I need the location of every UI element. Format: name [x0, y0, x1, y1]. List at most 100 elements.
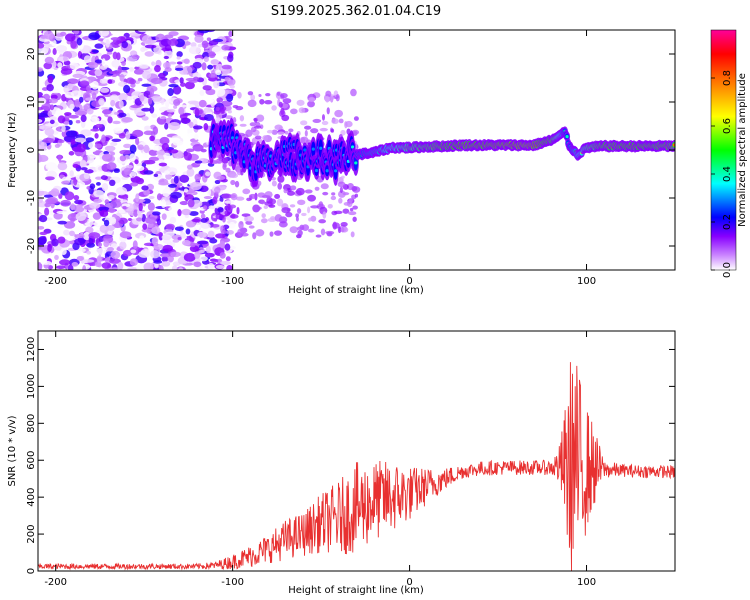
ridge-core [672, 143, 675, 147]
noise-blob [198, 109, 203, 115]
noise-blob [193, 261, 202, 268]
scatter-blob [340, 221, 348, 227]
noise-blob [94, 43, 104, 49]
noise-blob [98, 206, 110, 212]
noise-blob [141, 83, 152, 87]
ridge-core [314, 168, 319, 173]
y-tick-label: 800 [26, 414, 37, 433]
noise-blob [38, 262, 43, 270]
noise-blob [150, 77, 163, 85]
scatter-blob [239, 123, 247, 127]
noise-blob [47, 110, 52, 117]
noise-blob [142, 198, 151, 204]
colorbar-tick-label: 0.0 [722, 262, 733, 278]
noise-blob [118, 93, 129, 102]
noise-blob [187, 100, 200, 105]
scatter-blob [226, 230, 234, 235]
noise-blob [73, 30, 80, 35]
noise-blob [97, 38, 105, 42]
noise-blob [208, 76, 218, 82]
noise-blob [109, 258, 121, 264]
scatter-blob [289, 185, 297, 191]
noise-blob [107, 247, 114, 252]
scatter-blob [304, 125, 312, 130]
noise-blob [109, 216, 117, 225]
noise-blob [72, 163, 79, 168]
scatter-blob [232, 104, 239, 109]
noise-blob [176, 51, 183, 58]
noise-blob [177, 104, 188, 108]
scatter-blob [318, 201, 324, 208]
noise-blob [74, 199, 84, 205]
noise-blob [104, 145, 116, 152]
noise-blob [46, 196, 58, 204]
colorbar-frame [710, 29, 737, 271]
y-tick-label: 0 [26, 568, 37, 574]
scatter-blob [249, 122, 257, 127]
noise-blob [63, 121, 70, 125]
y-tick-label: 1000 [26, 374, 37, 399]
noise-blob [195, 222, 200, 230]
noise-blob [129, 153, 136, 162]
noise-blob [136, 217, 143, 222]
scatter-blob [263, 205, 269, 210]
scatter-blob [274, 214, 283, 222]
noise-blob [162, 244, 174, 252]
noise-blob [72, 73, 84, 79]
noise-blob [83, 55, 92, 63]
noise-blob [106, 51, 113, 55]
noise-blob [179, 200, 189, 206]
scatter-blob [274, 193, 281, 199]
noise-blob [99, 224, 110, 234]
noise-blob [101, 134, 106, 143]
noise-blob [228, 221, 236, 229]
scatter-blob [308, 97, 316, 103]
noise-blob [108, 70, 120, 75]
noise-blob [181, 239, 191, 246]
noise-blob [74, 238, 86, 246]
noise-blob [138, 250, 150, 258]
noise-blob [86, 84, 91, 92]
scatter-blob [260, 218, 268, 224]
scatter-blob [310, 205, 320, 209]
scatter-blob [322, 211, 327, 219]
scatter-blob [348, 211, 357, 216]
noise-blob [70, 40, 77, 49]
noise-blob [125, 131, 131, 140]
noise-blob [106, 225, 115, 231]
noise-blob [68, 114, 79, 119]
noise-blob [137, 77, 143, 82]
scatter-blob [354, 193, 359, 198]
noise-blob [47, 75, 54, 84]
noise-blob [183, 252, 196, 262]
noise-blob [90, 116, 100, 123]
scatter-blob [239, 115, 245, 122]
scatter-blob [260, 199, 265, 205]
scatter-blob [274, 124, 283, 131]
noise-blob [132, 240, 138, 250]
noise-blob [229, 84, 235, 89]
noise-blob [193, 76, 199, 81]
scatter-blob [350, 231, 355, 238]
scatter-blob [288, 128, 294, 133]
noise-blob [179, 174, 190, 183]
y-tick-label: -20 [26, 238, 37, 254]
noise-blob [224, 243, 231, 251]
noise-blob [162, 62, 171, 69]
noise-blob [181, 125, 192, 129]
noise-blob [38, 92, 43, 97]
noise-blob [133, 91, 143, 96]
noise-blob [200, 218, 208, 223]
noise-blob [150, 250, 160, 259]
scatter-blob [246, 197, 252, 202]
noise-blob [193, 133, 199, 141]
scatter-blob [264, 100, 273, 105]
noise-blob [87, 61, 99, 69]
scatter-blob [341, 175, 345, 179]
noise-blob [170, 251, 181, 258]
ridge-core [319, 146, 323, 150]
noise-blob [151, 145, 162, 151]
noise-blob [194, 173, 202, 182]
noise-blob [118, 132, 126, 139]
noise-blob [221, 44, 230, 51]
